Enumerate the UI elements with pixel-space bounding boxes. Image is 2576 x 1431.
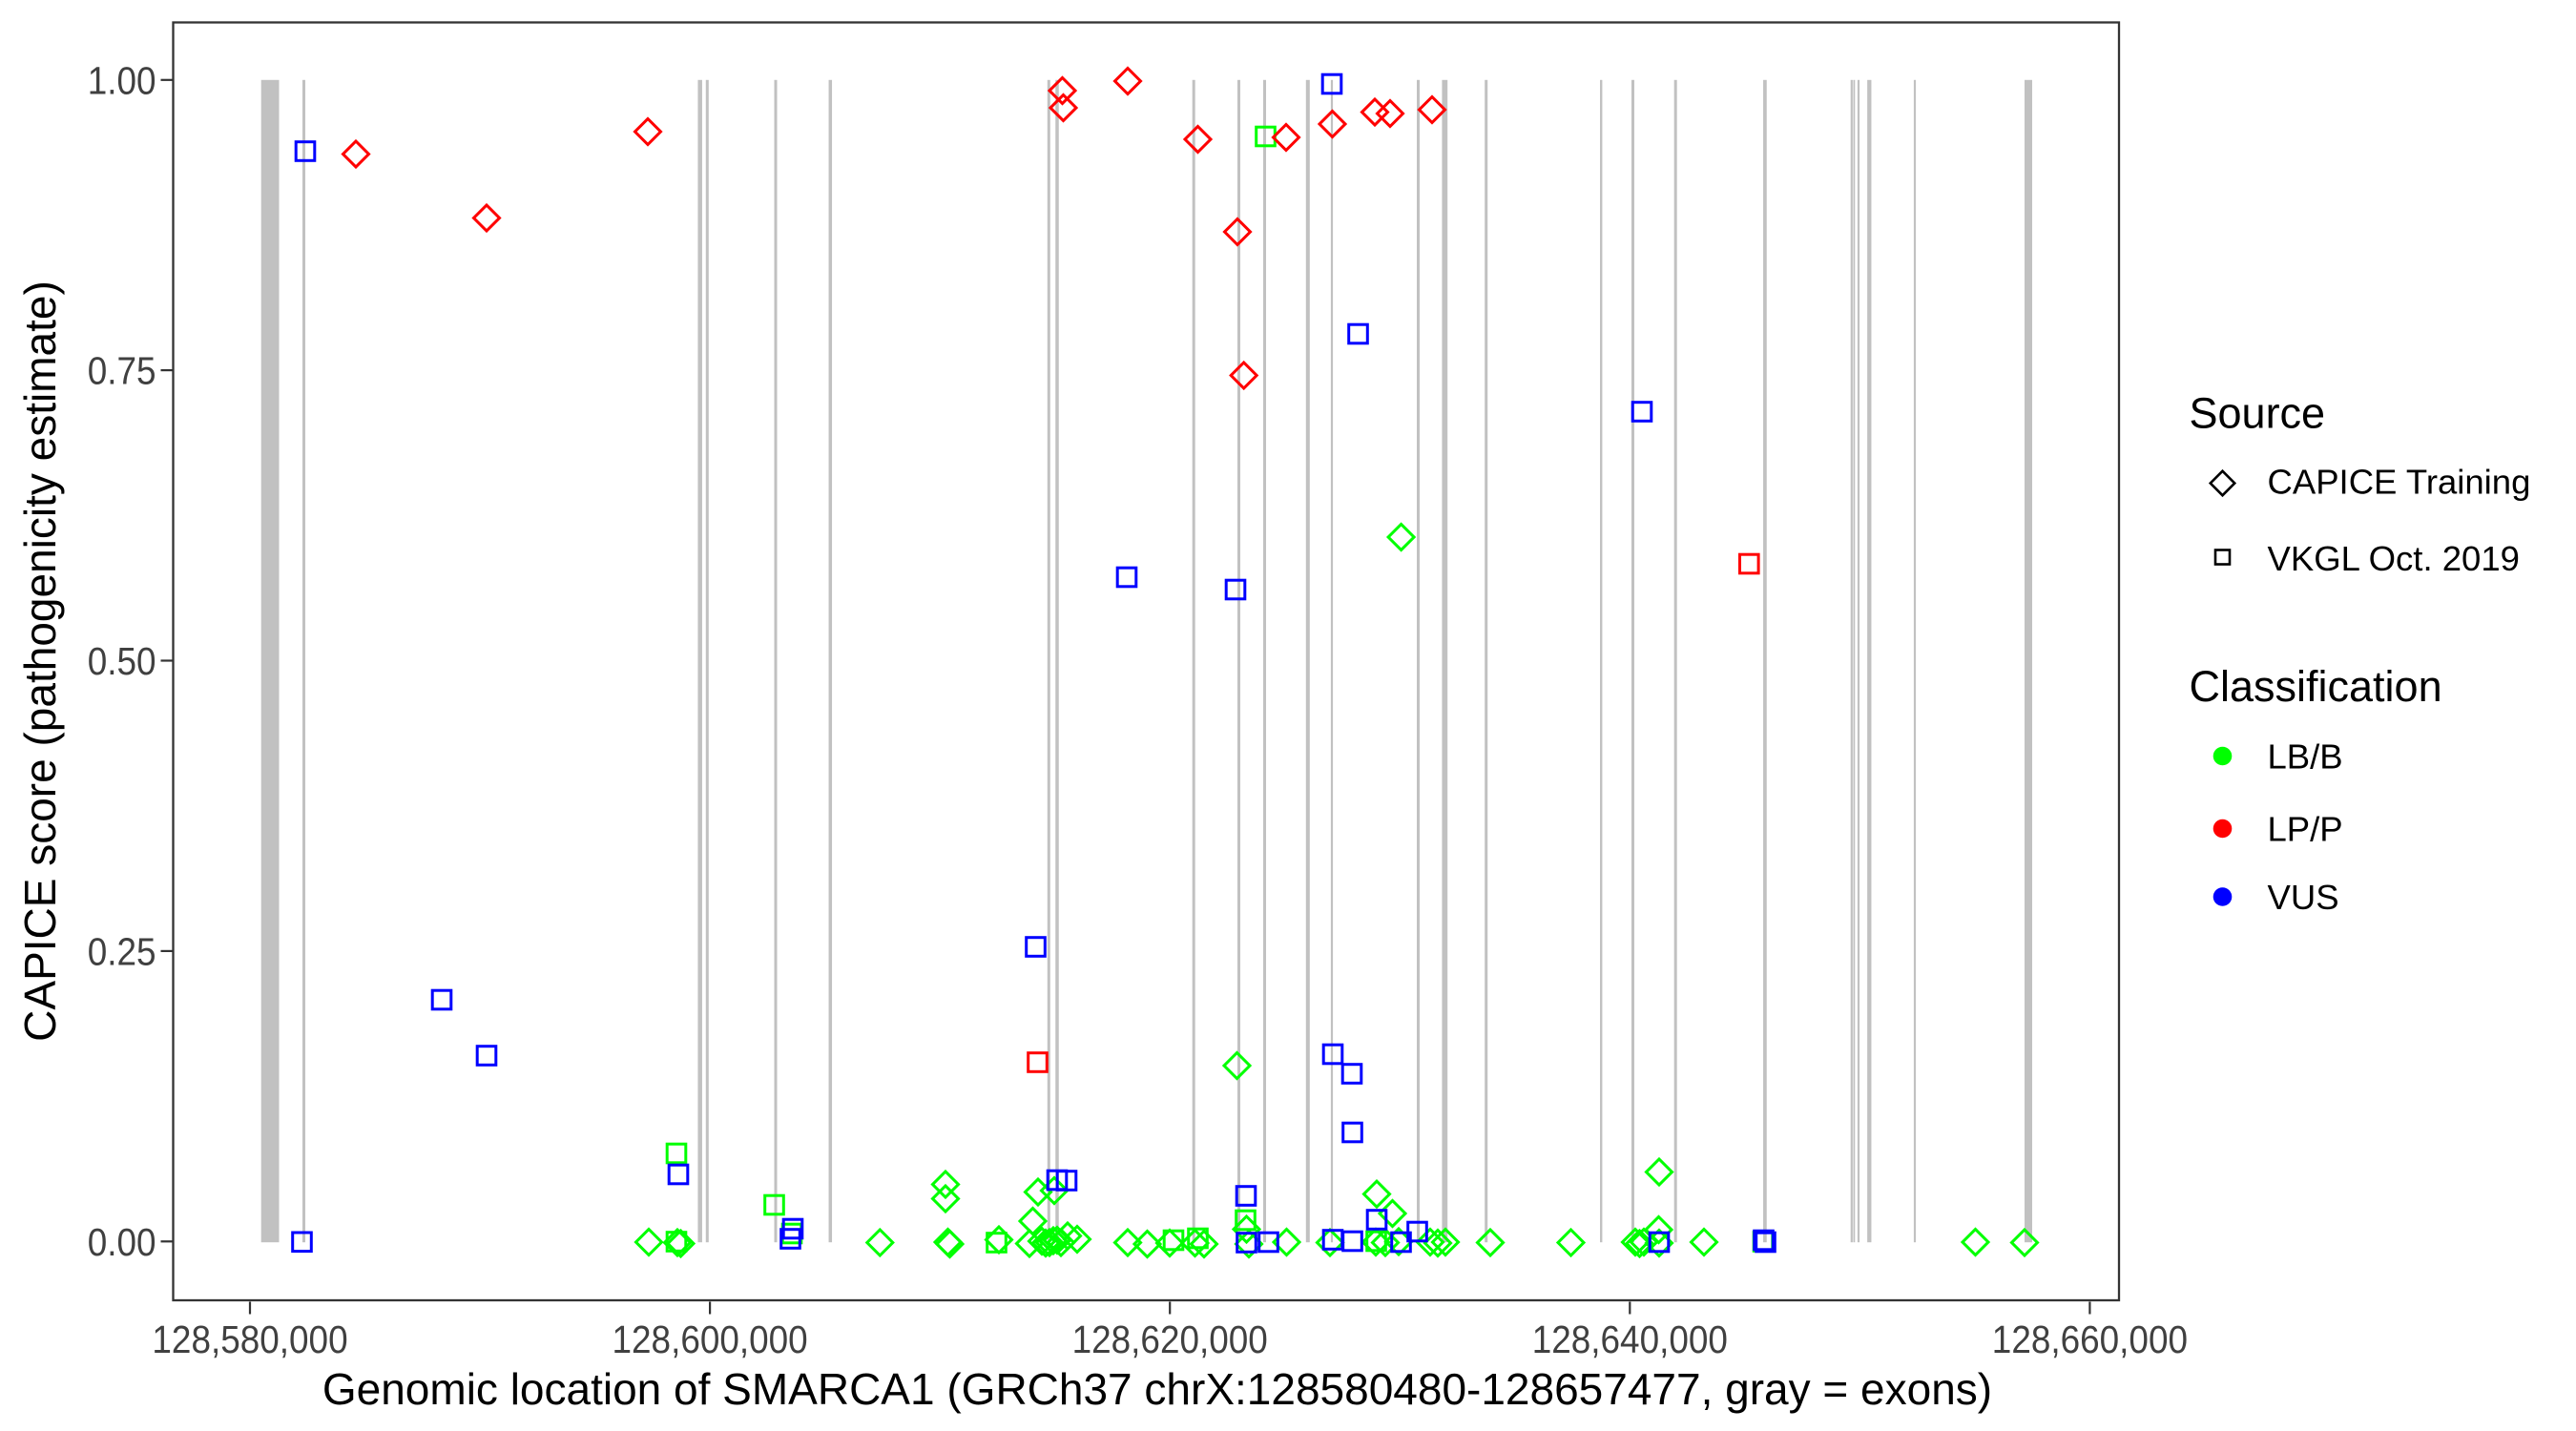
svg-text:VKGL Oct. 2019: VKGL Oct. 2019	[2268, 539, 2520, 578]
svg-text:0.50: 0.50	[88, 640, 156, 683]
svg-text:128,600,000: 128,600,000	[613, 1318, 808, 1361]
svg-text:128,620,000: 128,620,000	[1072, 1318, 1268, 1361]
svg-text:128,640,000: 128,640,000	[1532, 1318, 1728, 1361]
svg-text:Classification: Classification	[2190, 662, 2442, 711]
svg-text:CAPICE score (pathogenicity es: CAPICE score (pathogenicity estimate)	[15, 280, 65, 1042]
svg-text:0.25: 0.25	[88, 931, 156, 974]
svg-text:1.00: 1.00	[88, 60, 156, 103]
svg-text:Source: Source	[2190, 389, 2326, 438]
svg-text:0.00: 0.00	[88, 1221, 156, 1264]
svg-text:128,580,000: 128,580,000	[152, 1318, 347, 1361]
svg-text:128,660,000: 128,660,000	[1992, 1318, 2188, 1361]
svg-text:Genomic location of SMARCA1 (G: Genomic location of SMARCA1 (GRCh37 chrX…	[322, 1364, 1992, 1414]
svg-text:LP/P: LP/P	[2268, 810, 2343, 849]
svg-text:VUS: VUS	[2268, 878, 2339, 917]
svg-text:0.75: 0.75	[88, 350, 156, 393]
svg-text:LB/B: LB/B	[2268, 737, 2343, 777]
svg-text:CAPICE Training: CAPICE Training	[2268, 463, 2531, 502]
